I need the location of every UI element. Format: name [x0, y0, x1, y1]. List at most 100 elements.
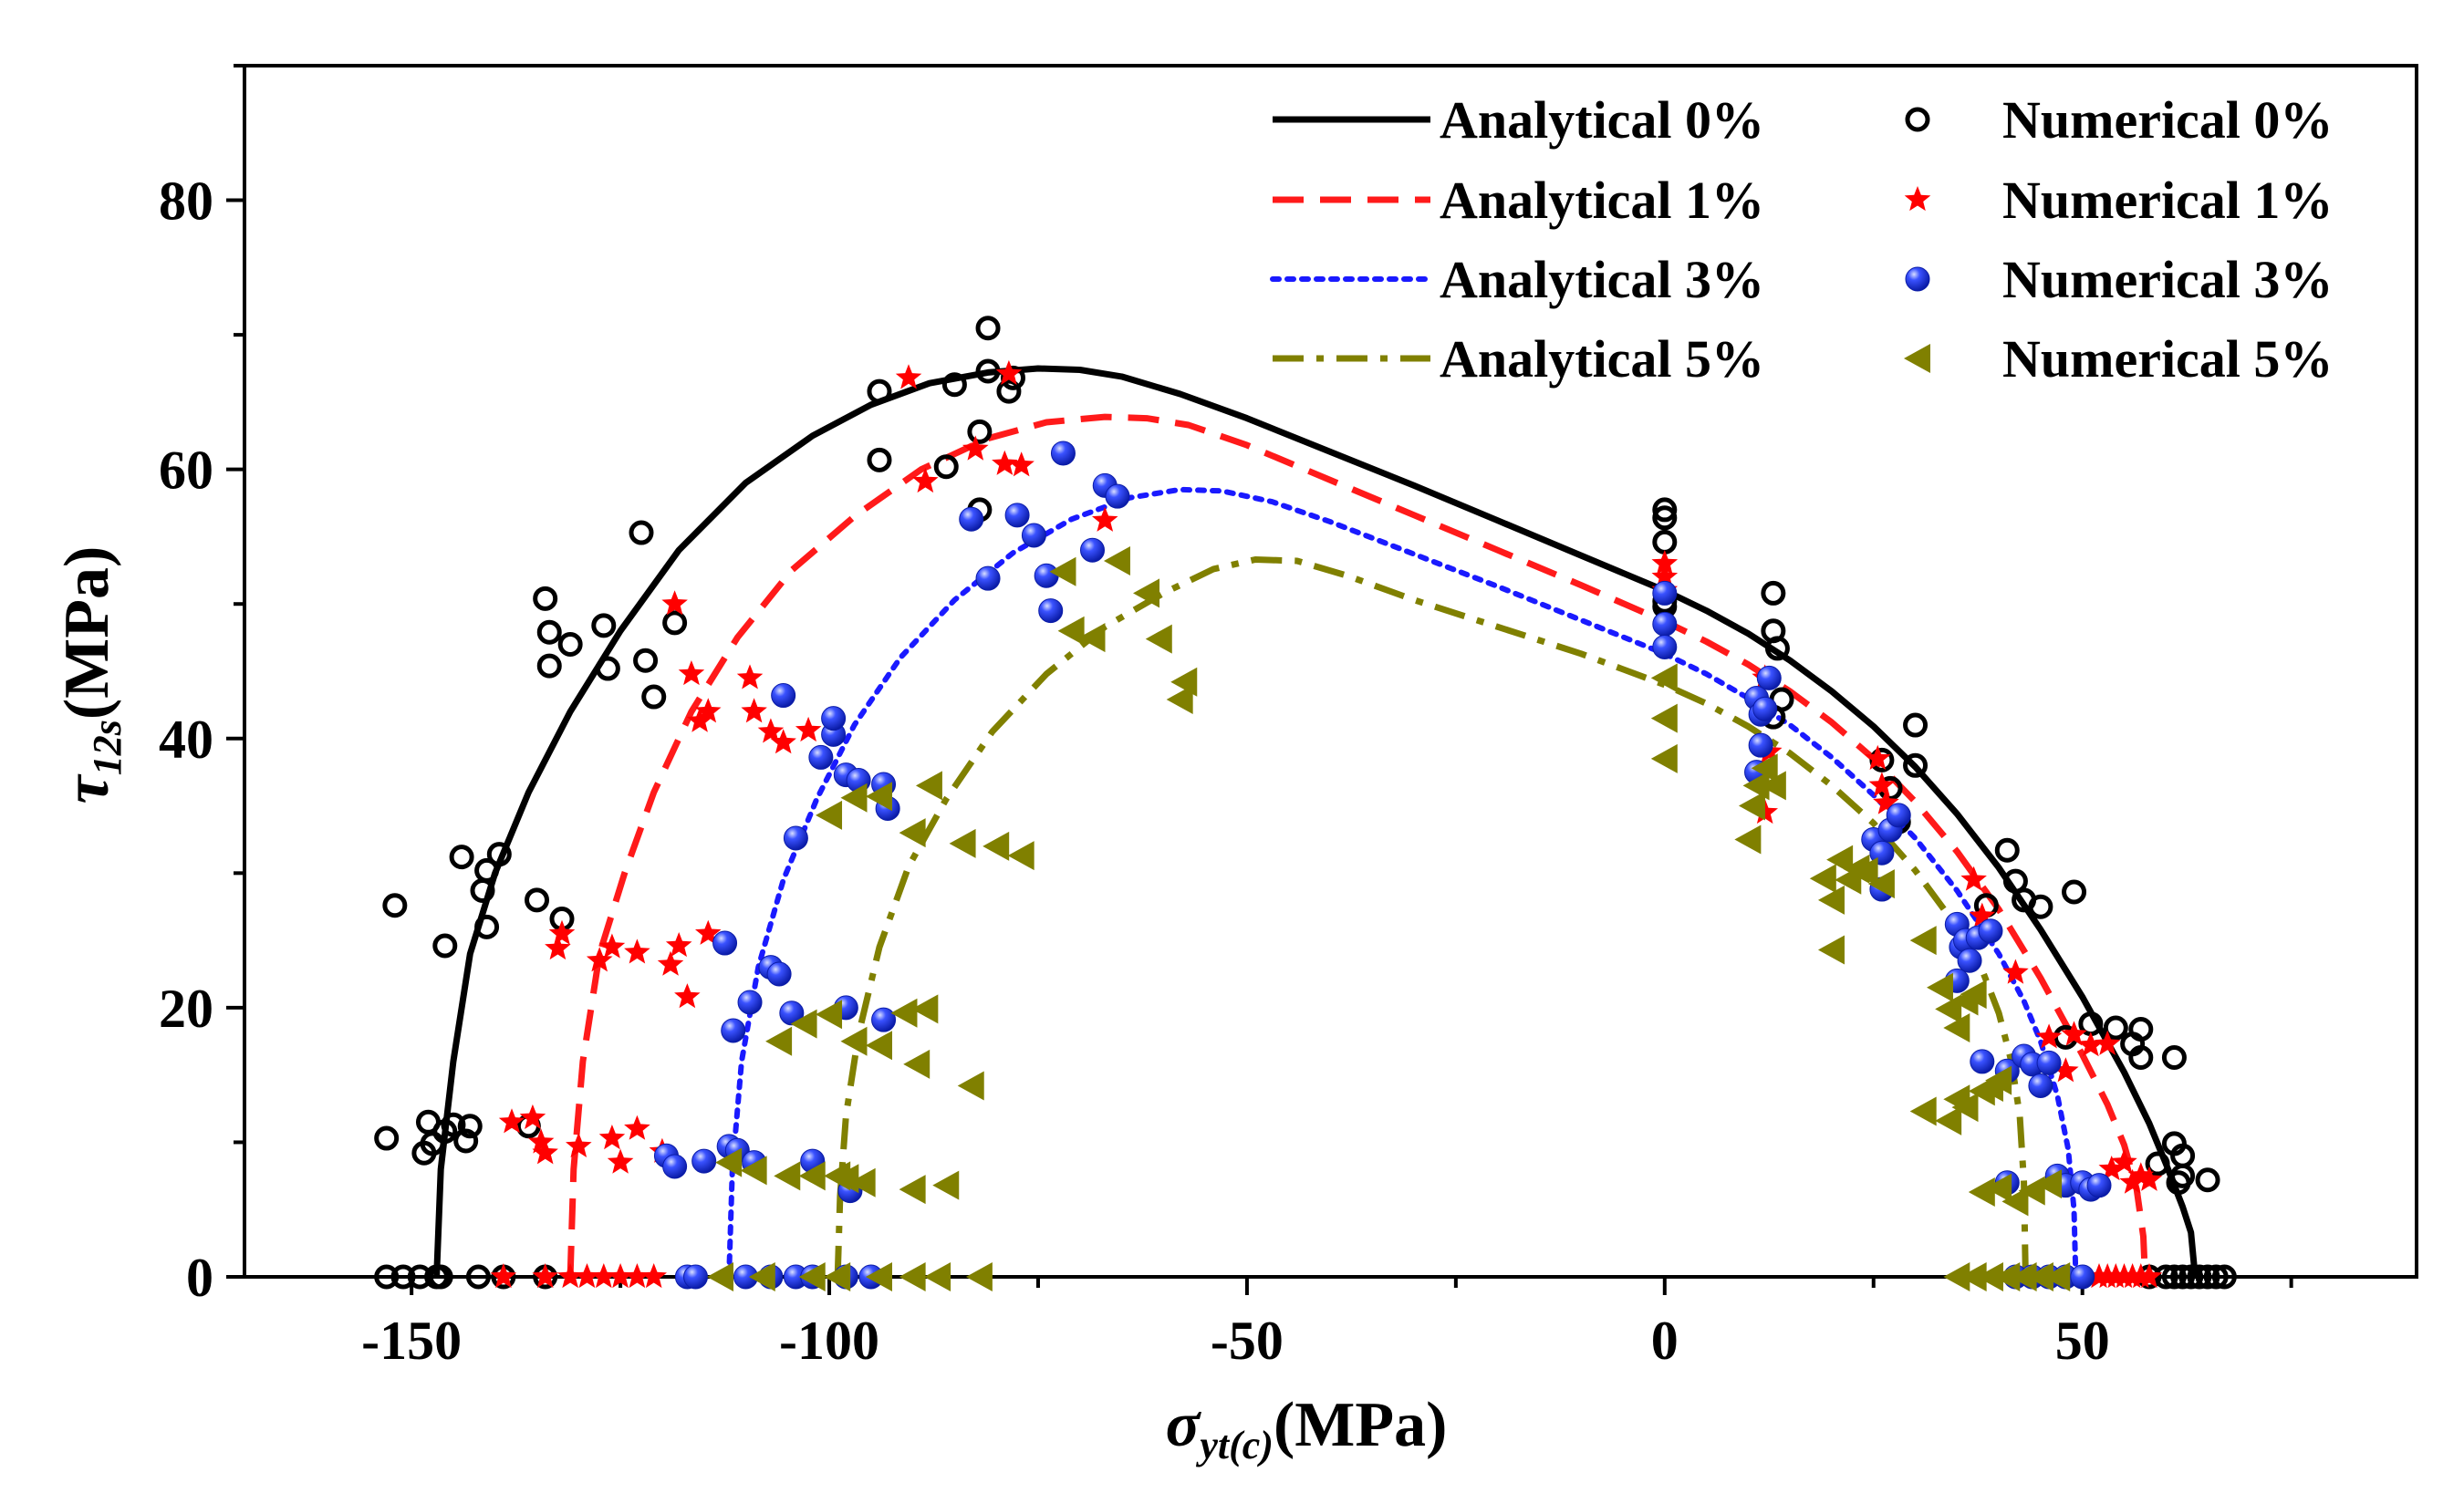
numerical-0pct-point [2166, 1170, 2191, 1196]
y-axis-title-sub: 12s [85, 720, 130, 775]
x-axis-title-sub: yt(c) [1195, 1423, 1274, 1467]
numerical-5pct-point [1935, 1105, 1962, 1135]
numerical-1pct-point [1960, 866, 1987, 891]
numerical-1pct-point [590, 1263, 617, 1289]
numerical-1pct-point [2127, 1162, 2155, 1187]
numerical-1pct-point [770, 729, 796, 754]
numerical-3pct-point [1105, 483, 1130, 509]
numerical-5pct-point [1751, 753, 1778, 783]
numerical-3pct-point [2070, 1264, 2095, 1290]
numerical-3pct-point [1748, 732, 1773, 758]
numerical-0pct-point [595, 656, 620, 681]
y-axis-title-main: τ [52, 773, 122, 804]
numerical-0pct-point [629, 520, 654, 545]
numerical-5pct-point [915, 771, 942, 801]
numerical-1pct-point [2077, 1032, 2105, 1057]
numerical-5pct-point [706, 1262, 733, 1291]
numerical-1pct-point [912, 467, 939, 493]
numerical-0pct-point [1761, 580, 1786, 606]
numerical-5pct-point [798, 1262, 826, 1291]
numerical-0pct-point [374, 1125, 400, 1151]
analytical-1pct-curve [567, 413, 2148, 1277]
numerical-0pct-point [1994, 837, 2020, 863]
numerical-1pct-point [598, 1125, 626, 1150]
numerical-3pct-series [653, 441, 2112, 1290]
numerical-1pct-point [566, 1132, 592, 1157]
numerical-5pct-point [1909, 1096, 1937, 1126]
numerical-3pct-point [1034, 563, 1059, 588]
numerical-5pct-point [1943, 1262, 1970, 1291]
numerical-1pct-point [2136, 1263, 2163, 1289]
numerical-1pct-point [624, 1263, 650, 1289]
numerical-5pct-point [1133, 578, 1160, 608]
numerical-3pct-point [959, 506, 984, 532]
numerical-3pct-point [766, 961, 792, 987]
numerical-5pct-point [890, 998, 918, 1028]
numerical-1pct-point [1865, 744, 1891, 770]
numerical-0pct-point [449, 845, 474, 870]
numerical-1pct-point [624, 1115, 650, 1140]
numerical-3pct-point [1652, 611, 1678, 637]
numerical-3pct-point [1050, 441, 1076, 466]
numerical-5pct-point [1170, 667, 1198, 697]
numerical-1pct-point [532, 1139, 558, 1165]
numerical-3pct-point [871, 1007, 897, 1032]
numerical-0pct-point [933, 454, 959, 480]
numerical-0pct-point [536, 653, 562, 679]
x-tick-label: 0 [1651, 1311, 1679, 1371]
numerical-0pct-point [533, 586, 558, 611]
numerical-0pct-point [536, 619, 562, 645]
numerical-5pct-point [982, 831, 1010, 861]
numerical-1pct-point [2111, 1148, 2137, 1174]
numerical-5pct-point [1007, 841, 1034, 871]
numerical-5pct-point [1078, 623, 1106, 653]
numerical-0pct-point [474, 914, 500, 939]
numerical-0pct-point [457, 1114, 483, 1139]
numerical-5pct-point [1927, 972, 1954, 1002]
x-tick-label: -100 [779, 1311, 879, 1371]
numerical-0pct-point [390, 1264, 416, 1290]
numerical-3pct-point [691, 1148, 717, 1174]
numerical-5pct-point [1103, 546, 1130, 576]
numerical-5pct-point [2026, 1262, 2053, 1291]
y-tick-label: 40 [159, 710, 213, 770]
numerical-1pct-point [545, 935, 571, 960]
numerical-5pct-point [790, 1009, 817, 1039]
plot-frame [243, 64, 2418, 1279]
numerical-1pct-point [607, 1148, 634, 1174]
numerical-1pct-point [574, 1263, 600, 1289]
numerical-5pct-point [1145, 624, 1172, 654]
numerical-5pct-point [1960, 980, 1987, 1010]
numerical-3pct-point [712, 930, 738, 956]
numerical-5pct-point [1650, 663, 1678, 693]
numerical-0pct-point [486, 842, 512, 867]
numerical-5pct-point [903, 1049, 930, 1079]
legend-label-analytical-3pct: Analytical 3% [1440, 250, 1764, 309]
numerical-5pct-point [1759, 771, 1786, 801]
legend-marker-numerical-3pct [1905, 266, 1930, 292]
numerical-5pct-point [1985, 1065, 2012, 1095]
numerical-5pct-point [1976, 1262, 2003, 1291]
numerical-5pct-point [840, 1026, 868, 1056]
numerical-1pct-point [678, 660, 705, 686]
numerical-3pct-point [1752, 696, 1778, 721]
analytical-0pct-curve [433, 365, 2199, 1277]
legend-label-analytical-5pct: Analytical 5% [1440, 329, 1764, 389]
numerical-1pct-point [1868, 772, 1896, 797]
numerical-1pct-point [995, 359, 1023, 385]
numerical-0pct-point [996, 378, 1022, 404]
numerical-0pct-point [557, 631, 583, 657]
numerical-3pct-point [1652, 580, 1678, 606]
numerical-3pct-point [779, 1001, 805, 1026]
numerical-1pct-point [695, 919, 722, 945]
numerical-3pct-point [1021, 523, 1046, 548]
numerical-5pct-series [706, 546, 2071, 1291]
numerical-1pct-point [665, 932, 692, 958]
numerical-5pct-point [1057, 616, 1085, 646]
numerical-5pct-point [924, 1262, 951, 1291]
numerical-5pct-point [848, 1167, 876, 1198]
numerical-0pct-point [975, 316, 1001, 341]
numerical-5pct-point [840, 783, 868, 813]
numerical-1pct-point [1651, 550, 1679, 575]
legend: Analytical 0% Analytical 1% Analytical 3% A… [1270, 90, 2333, 389]
